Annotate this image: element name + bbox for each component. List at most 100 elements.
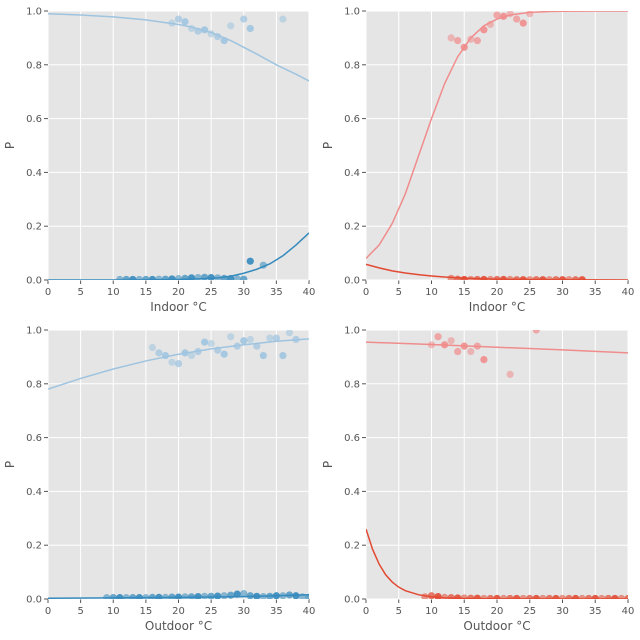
series-2-point	[539, 594, 547, 599]
x-tick-label: 40	[303, 287, 316, 298]
series-2-point	[148, 275, 156, 280]
series-1-point	[266, 334, 274, 342]
series-2-point	[454, 594, 462, 599]
series-2-point	[473, 275, 481, 280]
series-2-point	[480, 275, 488, 280]
series-2-point	[220, 274, 228, 280]
y-tick-label: 0.8	[344, 60, 360, 71]
series-1-point	[187, 351, 196, 360]
series-2-point	[285, 591, 294, 599]
series-2-point	[168, 593, 176, 599]
chart-panel-4: 0 5 10 15 20 25 30 35 40 0.0 0.2 0.4 0.6 0.8 1.0 Outdoo…	[321, 326, 634, 634]
x-tick-label: 25	[205, 287, 218, 298]
series-2-point	[486, 594, 495, 599]
series-2-point	[565, 594, 573, 599]
series-2-point	[227, 591, 235, 599]
series-2-point	[434, 592, 442, 599]
series-1-point	[194, 347, 202, 356]
x-tick-label: 5	[77, 287, 83, 298]
y-tick-label: 0.0	[26, 595, 42, 606]
series-2-point	[214, 274, 222, 280]
x-tick-label: 20	[491, 606, 504, 617]
series-2-point	[298, 593, 307, 599]
series-2-point	[454, 275, 462, 280]
series-2-point	[545, 594, 553, 599]
series-2-point	[259, 261, 267, 269]
series-1-point	[246, 335, 254, 344]
y-tick-label: 1.0	[344, 7, 360, 18]
series-2-point	[624, 594, 628, 599]
series-1-point	[155, 349, 163, 357]
x-tick-label: 10	[107, 287, 120, 298]
series-2-point	[617, 594, 626, 599]
series-2-point	[486, 275, 495, 280]
series-2-point	[168, 275, 176, 280]
y-tick-label: 0.8	[344, 379, 360, 390]
chart-panel-3: 0 5 10 15 20 25 30 35 40 0.0 0.2 0.4 0.6 0.8 1.0 Outdoo…	[3, 326, 315, 634]
y-tick-label: 0.8	[26, 60, 42, 71]
series-2-point	[506, 594, 514, 599]
data-layer	[48, 330, 309, 599]
series-1-point	[253, 342, 261, 350]
series-2-point	[116, 594, 124, 599]
series-1-point	[168, 19, 176, 27]
series-2-point	[142, 275, 150, 280]
x-tick-label: 35	[270, 287, 283, 298]
series-2-point	[480, 594, 488, 599]
series-1-point	[473, 36, 481, 45]
series-2-point	[109, 594, 117, 599]
x-tick-label: 15	[458, 606, 471, 617]
series-1-point	[168, 358, 176, 366]
x-axis-label: Outdoor °C	[145, 619, 212, 633]
series-1-point	[526, 11, 534, 18]
series-2-point	[558, 594, 567, 599]
series-2-point	[201, 592, 209, 599]
y-tick-label: 0.0	[26, 276, 42, 287]
series-1-point	[220, 350, 228, 358]
series-1-point	[272, 334, 280, 342]
series-1-point	[460, 342, 468, 350]
series-1-point	[214, 346, 222, 354]
x-tick-label: 5	[396, 606, 402, 617]
series-1-point	[499, 12, 508, 20]
y-tick-label: 0.6	[344, 114, 360, 125]
series-2-point	[181, 274, 189, 280]
series-2-point	[155, 275, 163, 280]
series-2-point	[161, 275, 170, 280]
series-2-point	[220, 592, 228, 599]
x-tick-label: 0	[45, 606, 51, 617]
series-1-point	[161, 351, 170, 360]
series-2-point	[421, 593, 429, 599]
series-2-point	[227, 275, 235, 280]
y-axis-label: P	[3, 461, 17, 468]
x-tick-label: 5	[396, 287, 402, 298]
series-2-point	[499, 275, 508, 280]
series-2-point	[519, 276, 527, 280]
series-2-point	[585, 594, 593, 599]
x-tick-label: 35	[270, 606, 283, 617]
series-2-point	[214, 592, 222, 599]
series-2-point	[598, 594, 606, 599]
series-1-point	[285, 330, 294, 337]
series-1-point	[220, 36, 228, 45]
y-tick-label: 0.4	[26, 168, 42, 179]
series-2-point	[558, 276, 567, 280]
y-tick-label: 0.6	[26, 433, 42, 444]
series-1-point	[174, 15, 183, 23]
series-2-point	[272, 592, 280, 599]
x-axis-label: Outdoor °C	[463, 619, 530, 633]
series-1-point	[279, 351, 287, 360]
x-tick-label: 15	[140, 606, 153, 617]
series-1-point	[240, 337, 248, 345]
x-tick-label: 0	[363, 606, 369, 617]
x-tick-label: 25	[523, 287, 536, 298]
series-2-point	[519, 594, 527, 599]
y-tick-label: 0.6	[344, 433, 360, 444]
y-tick-label: 1.0	[344, 326, 360, 337]
x-tick-label: 40	[622, 287, 635, 298]
x-tick-label: 15	[140, 287, 153, 298]
series-2-point	[513, 276, 521, 280]
series-1-point	[227, 22, 235, 30]
series-1-point	[201, 338, 209, 346]
y-axis-label: P	[3, 142, 17, 149]
